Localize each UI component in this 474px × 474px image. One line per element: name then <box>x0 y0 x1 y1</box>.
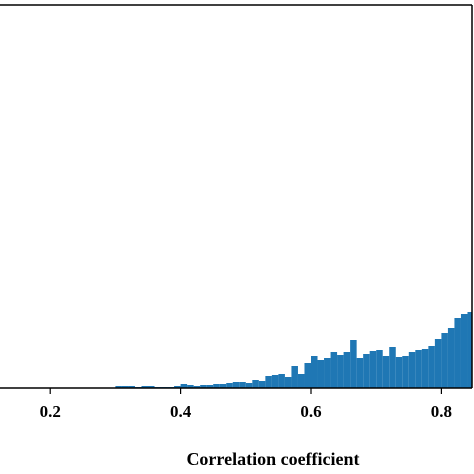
histogram-bar <box>278 374 285 388</box>
histogram-bar <box>239 382 246 388</box>
histogram-bar <box>265 376 272 388</box>
histogram-bar <box>226 383 233 388</box>
histogram-bar <box>297 374 305 388</box>
histogram-bar <box>415 350 422 388</box>
histogram-bar <box>128 386 135 388</box>
histogram-bar <box>187 385 194 388</box>
histogram-bar <box>174 386 181 388</box>
histogram-bar <box>180 384 188 388</box>
histogram-bar <box>369 351 377 388</box>
histogram-bar <box>330 352 338 388</box>
histogram-bar <box>395 357 403 388</box>
histogram-bar <box>467 312 472 388</box>
histogram-bar <box>245 383 253 388</box>
histogram-bar <box>454 318 461 388</box>
histogram-bar <box>311 356 318 388</box>
histogram-bar <box>193 386 201 388</box>
histogram-bar <box>206 385 214 388</box>
histogram-bar <box>258 381 266 388</box>
histogram-bar <box>271 375 279 388</box>
histogram-bar <box>402 356 409 388</box>
histogram-bar <box>324 358 331 388</box>
histogram-bar <box>343 352 351 388</box>
histogram-bar <box>389 347 396 388</box>
histogram-bar <box>434 339 442 388</box>
histogram-bar <box>350 340 357 388</box>
histogram-bar <box>141 386 149 388</box>
histogram-bar <box>441 333 448 388</box>
histogram-bar <box>148 386 155 388</box>
histogram-bar <box>447 328 455 388</box>
x-tick-label: 0.4 <box>170 402 192 421</box>
histogram-bar <box>252 380 259 388</box>
x-tick-label: 0.8 <box>431 402 452 421</box>
histogram-bar <box>232 382 240 388</box>
histogram-bar <box>408 352 416 388</box>
histogram-bar <box>213 384 220 388</box>
histogram-bar <box>121 386 129 388</box>
histogram-bar <box>115 386 122 388</box>
histogram-bar <box>460 314 468 388</box>
histogram-bar <box>200 385 207 388</box>
histogram-bar <box>219 384 227 388</box>
histogram-bar <box>284 377 292 388</box>
histogram-bar <box>382 356 390 388</box>
x-tick-label: 0.2 <box>40 402 61 421</box>
x-axis-label: Correlation coefficient <box>186 449 359 469</box>
histogram-bar <box>421 349 429 388</box>
x-tick-label: 0.6 <box>300 402 321 421</box>
histogram-bar <box>304 363 312 388</box>
histogram-bar <box>317 360 325 388</box>
histogram-bar <box>428 346 435 388</box>
histogram-bar <box>356 358 364 388</box>
bars <box>115 312 472 388</box>
histogram-bar <box>376 350 383 388</box>
histogram-bar <box>363 354 370 388</box>
histogram-bar <box>291 366 298 388</box>
histogram-bar <box>337 355 344 388</box>
